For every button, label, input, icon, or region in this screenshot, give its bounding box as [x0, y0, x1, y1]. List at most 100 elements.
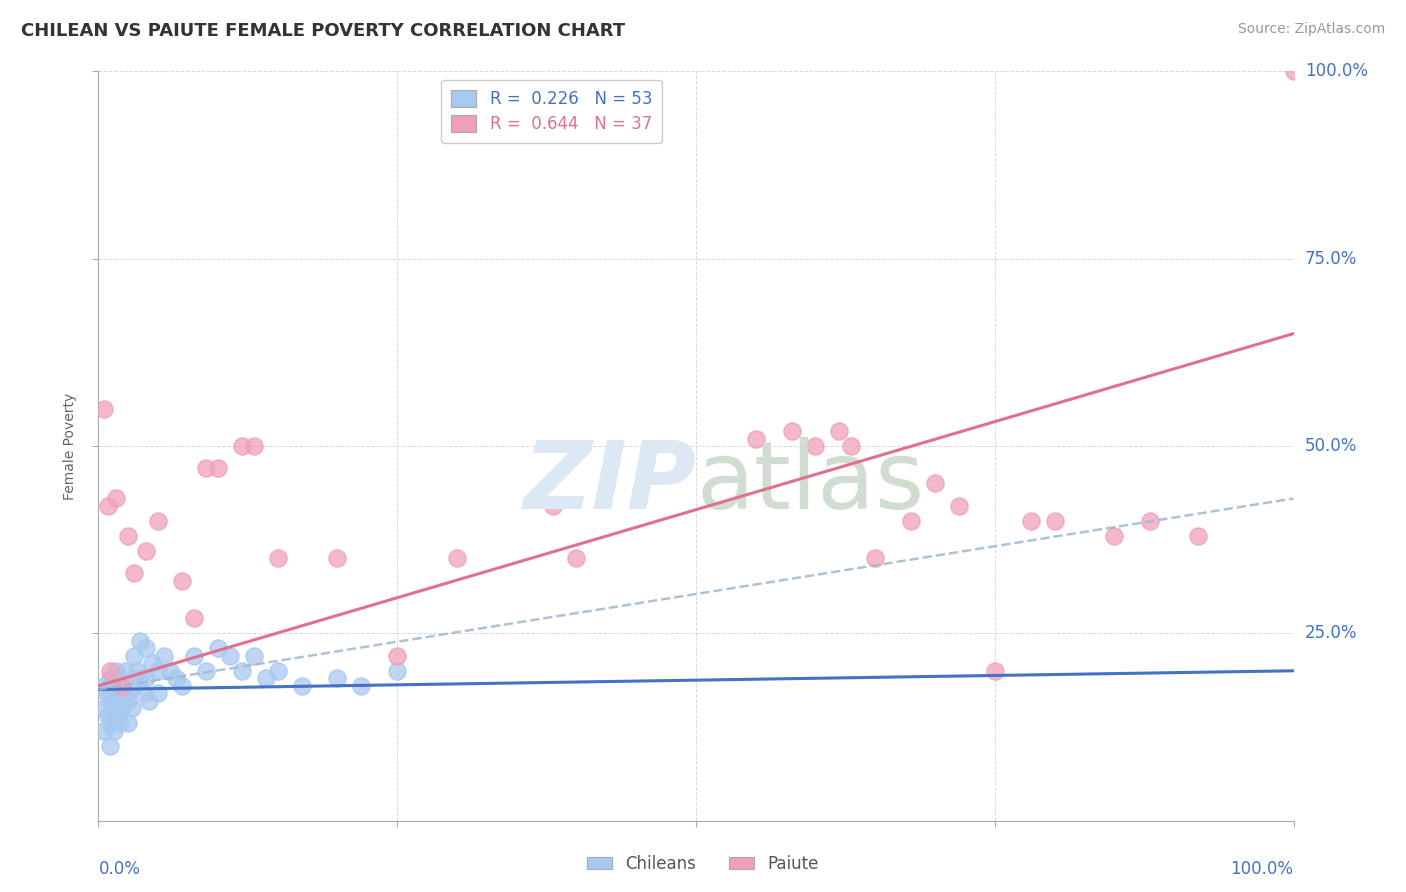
Point [135, 671, 157, 685]
Point [117, 529, 139, 543]
Point [267, 664, 290, 678]
Point [326, 551, 349, 566]
Point [101, 679, 124, 693]
Point [101, 701, 124, 715]
Legend: R =  0.226   N = 53, R =  0.644   N = 37: R = 0.226 N = 53, R = 0.644 N = 37 [441, 79, 662, 143]
Point [98, 739, 122, 753]
Point [165, 671, 187, 685]
Point [98, 671, 122, 685]
Point [1019, 514, 1042, 528]
Text: atlas: atlas [696, 437, 924, 530]
Point [183, 648, 205, 663]
Point [231, 439, 253, 453]
Point [1104, 529, 1126, 543]
Point [195, 461, 218, 475]
Point [924, 476, 946, 491]
Point [243, 439, 266, 453]
Point [105, 708, 128, 723]
Point [108, 716, 131, 731]
Point [219, 648, 242, 663]
Point [1187, 529, 1209, 543]
Point [148, 664, 170, 678]
Y-axis label: Female Poverty: Female Poverty [63, 392, 77, 500]
Point [984, 664, 1007, 678]
Point [1282, 64, 1305, 78]
Point [780, 424, 803, 438]
Point [148, 686, 170, 700]
Point [900, 514, 922, 528]
Point [117, 694, 139, 708]
Point [172, 574, 194, 588]
Point [148, 514, 170, 528]
Point [207, 461, 229, 475]
Point [98, 716, 122, 731]
Point [745, 432, 768, 446]
Text: ZIP: ZIP [523, 437, 696, 530]
Point [828, 424, 851, 438]
Text: 75.0%: 75.0% [1305, 250, 1357, 268]
Point [111, 701, 134, 715]
Point [105, 686, 128, 700]
Point [138, 694, 160, 708]
Point [108, 694, 131, 708]
Point [153, 648, 176, 663]
Point [114, 664, 136, 678]
Text: 25.0%: 25.0% [1305, 624, 1357, 642]
Point [124, 679, 146, 693]
Point [243, 648, 266, 663]
Point [385, 648, 409, 663]
Point [565, 551, 588, 566]
Point [207, 641, 229, 656]
Point [135, 544, 157, 558]
Point [96, 686, 118, 700]
Point [125, 664, 148, 678]
Point [385, 664, 409, 678]
Point [93, 401, 115, 416]
Point [103, 723, 125, 738]
Point [172, 679, 194, 693]
Point [97, 708, 120, 723]
Point [105, 491, 128, 506]
Point [865, 551, 887, 566]
Point [105, 664, 128, 678]
Text: 100.0%: 100.0% [1305, 62, 1368, 80]
Point [111, 679, 134, 693]
Point [159, 664, 181, 678]
Point [195, 664, 218, 678]
Point [93, 701, 115, 715]
Point [804, 439, 827, 453]
Point [121, 701, 143, 715]
Text: Source: ZipAtlas.com: Source: ZipAtlas.com [1237, 22, 1385, 37]
Text: 0.0%: 0.0% [98, 860, 141, 878]
Point [267, 551, 290, 566]
Point [111, 679, 134, 693]
Point [183, 611, 205, 625]
Point [129, 633, 152, 648]
Point [326, 671, 349, 685]
Point [93, 679, 115, 693]
Point [141, 657, 163, 671]
Point [93, 723, 115, 738]
Point [841, 439, 863, 453]
Point [124, 648, 146, 663]
Point [129, 671, 152, 685]
Point [1139, 514, 1161, 528]
Point [446, 551, 468, 566]
Point [115, 686, 138, 700]
Text: CHILEAN VS PAIUTE FEMALE POVERTY CORRELATION CHART: CHILEAN VS PAIUTE FEMALE POVERTY CORRELA… [21, 22, 626, 40]
Point [117, 716, 139, 731]
Point [291, 679, 314, 693]
Point [135, 641, 157, 656]
Point [97, 499, 120, 513]
Point [107, 671, 129, 685]
Point [948, 499, 970, 513]
Text: 100.0%: 100.0% [1230, 860, 1294, 878]
Text: 50.0%: 50.0% [1305, 437, 1357, 455]
Point [350, 679, 373, 693]
Point [231, 664, 253, 678]
Point [98, 694, 122, 708]
Point [1043, 514, 1066, 528]
Point [132, 686, 155, 700]
Point [541, 499, 564, 513]
Legend: Chileans, Paiute: Chileans, Paiute [581, 848, 825, 880]
